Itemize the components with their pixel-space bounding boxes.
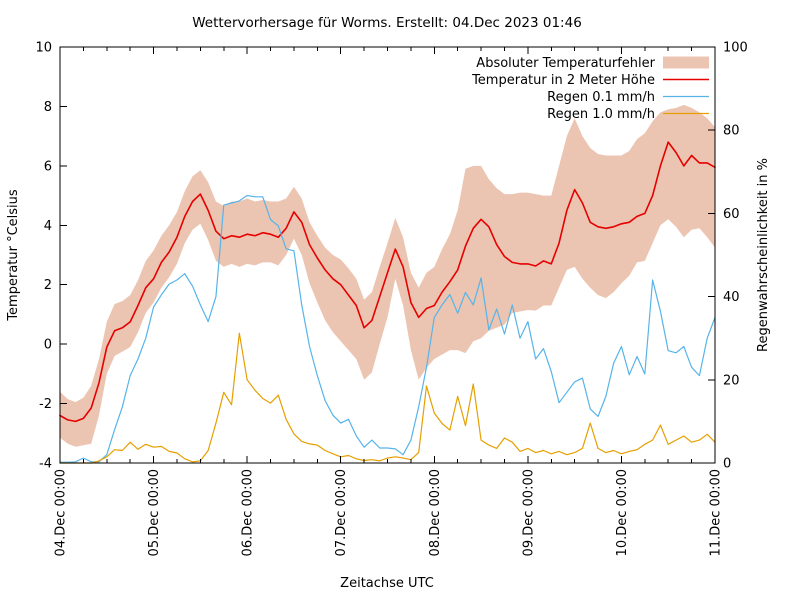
- y-left-tick-label: 0: [44, 338, 52, 353]
- y-right-axis-title: Regenwahrscheinlichkeit in %: [756, 158, 771, 352]
- x-tick-label: 08.Dec 00:00: [428, 469, 443, 556]
- y-left-tick-label: 8: [44, 100, 52, 115]
- chart-title: Wettervorhersage für Worms. Erstellt: 04…: [192, 15, 582, 31]
- y-left-tick-label: -2: [39, 397, 52, 412]
- x-tick-label: 11.Dec 00:00: [709, 469, 724, 556]
- y-left-tick-label: 6: [44, 159, 52, 174]
- rain-01-line: [59, 194, 716, 463]
- y-right-tick-label: 20: [723, 373, 740, 388]
- legend-label-rain-01: Regen 0.1 mm/h: [547, 90, 655, 105]
- y-left-tick-label: 10: [35, 41, 52, 56]
- temperature-line: [59, 141, 716, 423]
- y-right-tick-label: 80: [723, 124, 740, 139]
- x-tick-label: 06.Dec 00:00: [241, 469, 256, 556]
- x-tick-label: 09.Dec 00:00: [521, 469, 536, 556]
- error-band-area: [60, 104, 715, 447]
- legend-label-error-band: Absoluter Temperaturfehler: [476, 56, 655, 71]
- y-left-tick-label: -4: [39, 457, 52, 472]
- y-left-axis-title: Temperatur °Celsius: [6, 189, 21, 322]
- rain-10-line: [59, 332, 716, 464]
- legend-swatch-error-band: [663, 56, 709, 69]
- x-tick-label: 04.Dec 00:00: [54, 469, 69, 556]
- y-right-tick-label: 0: [723, 457, 731, 472]
- y-left-tick-label: 4: [44, 219, 52, 234]
- legend-label-temperature: Temperatur in 2 Meter Höhe: [471, 73, 655, 88]
- y-right-tick-label: 60: [723, 207, 740, 222]
- x-tick-label: 07.Dec 00:00: [334, 469, 349, 556]
- x-axis-title: Zeitachse UTC: [340, 576, 434, 591]
- y-right-tick-label: 40: [723, 290, 740, 305]
- plot-area: 04.Dec 00:00 05.Dec 00:00 06.Dec 00:00 07.D…: [35, 41, 747, 557]
- legend-label-rain-10: Regen 1.0 mm/h: [547, 107, 655, 122]
- x-tick-label: 05.Dec 00:00: [147, 469, 162, 556]
- x-tick-label: 10.Dec 00:00: [615, 469, 630, 556]
- y-right-tick-label: 100: [723, 41, 748, 56]
- y-left-tick-label: 2: [44, 278, 52, 293]
